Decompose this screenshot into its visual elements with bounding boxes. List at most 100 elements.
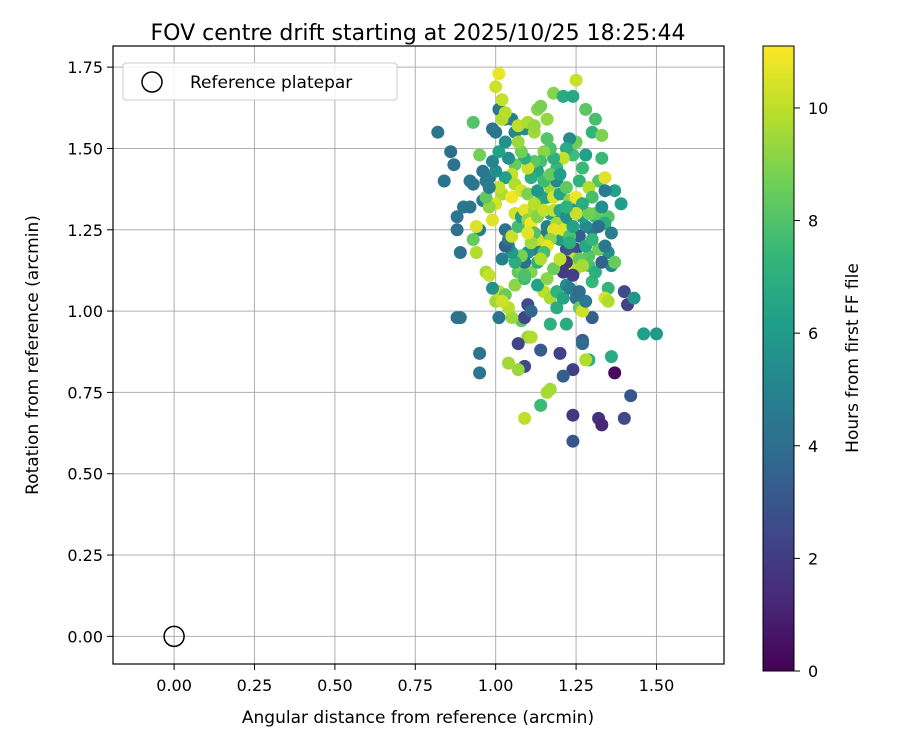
grid <box>113 46 724 664</box>
data-point <box>601 294 615 308</box>
data-point <box>598 184 612 198</box>
data-point <box>563 236 577 250</box>
data-point <box>540 272 554 286</box>
data-point <box>505 229 519 243</box>
data-point <box>508 278 522 292</box>
data-point <box>447 158 461 172</box>
data-point <box>547 262 561 276</box>
data-point <box>489 125 503 139</box>
data-point <box>585 233 599 246</box>
data-point <box>585 190 599 204</box>
data-point <box>556 369 570 383</box>
data-point <box>576 259 589 273</box>
data-point <box>563 132 577 146</box>
data-point <box>466 233 480 246</box>
data-point <box>450 210 464 224</box>
data-point <box>502 356 515 370</box>
x-tick-label: 1.00 <box>478 676 514 695</box>
data-point <box>559 200 573 214</box>
data-point <box>624 389 638 403</box>
data-point <box>495 93 509 107</box>
colorbar-label: Hours from first FF file <box>843 263 863 453</box>
data-point <box>595 151 609 165</box>
data-point <box>559 317 573 331</box>
data-point <box>556 89 570 103</box>
legend: Reference platepar <box>122 62 398 101</box>
y-tick-label: 0.00 <box>67 627 103 646</box>
data-point <box>576 197 589 211</box>
data-point <box>576 304 589 318</box>
data-point <box>450 223 464 237</box>
data-point <box>553 346 567 360</box>
y-axis: 0.00 0.25 0.50 0.75 1.00 1.25 1.50 1.75 <box>67 58 113 646</box>
data-point <box>604 226 618 240</box>
data-point <box>469 220 483 233</box>
data-point <box>572 229 586 243</box>
colorbar-gradient <box>762 45 795 672</box>
data-point <box>511 363 525 377</box>
colorbar-tick-label: 0 <box>808 662 818 681</box>
data-point <box>566 363 580 377</box>
data-point <box>569 207 583 220</box>
data-point <box>582 207 596 220</box>
data-point <box>556 291 570 305</box>
data-point <box>486 281 499 295</box>
data-point <box>537 145 551 159</box>
y-tick-label: 1.75 <box>67 58 103 77</box>
data-point <box>469 246 483 259</box>
data-point <box>498 171 512 185</box>
data-point <box>518 411 532 425</box>
y-tick-label: 0.50 <box>67 465 103 484</box>
data-point <box>534 252 548 266</box>
data-point <box>608 366 622 380</box>
data-point <box>492 311 506 325</box>
data-point <box>473 346 487 360</box>
y-tick-label: 0.25 <box>67 546 103 565</box>
data-point <box>444 145 458 159</box>
data-point <box>595 128 609 142</box>
data-point <box>637 327 651 341</box>
data-point <box>524 304 538 318</box>
colorbar-tick-label: 4 <box>808 437 818 456</box>
data-point <box>453 246 467 259</box>
data-point <box>585 311 599 325</box>
colorbar-tick-label: 6 <box>808 324 818 343</box>
data-point <box>511 135 525 149</box>
data-point <box>569 73 583 87</box>
colorbar: 0 2 4 6 8 10 Hours from first FF file <box>762 45 863 681</box>
data-point <box>553 168 567 181</box>
data-point <box>543 168 557 181</box>
legend-box <box>122 62 398 101</box>
data-point <box>559 181 573 194</box>
data-point <box>527 119 541 133</box>
reference-point-marker <box>163 625 185 648</box>
x-tick-label: 0.50 <box>317 676 353 695</box>
data-point <box>492 145 506 159</box>
data-point <box>617 411 631 425</box>
data-point <box>505 311 519 325</box>
data-point <box>579 294 593 308</box>
data-point <box>511 337 525 351</box>
y-tick-label: 1.00 <box>67 302 103 321</box>
data-point <box>579 353 593 367</box>
data-point <box>486 155 499 168</box>
colorbar-tick-label: 2 <box>808 549 818 568</box>
data-point <box>489 80 503 94</box>
data-point <box>592 220 606 233</box>
x-tick-label: 0.25 <box>237 676 273 695</box>
data-point <box>431 125 445 139</box>
x-tick-label: 1.25 <box>558 676 594 695</box>
data-point <box>482 181 496 194</box>
data-point <box>534 99 548 113</box>
data-point <box>576 337 589 351</box>
data-point <box>521 161 535 175</box>
data-point <box>595 255 609 269</box>
data-point <box>524 236 538 250</box>
x-axis-label: Angular distance from reference (arcmin) <box>242 708 594 728</box>
data-point <box>604 350 618 364</box>
data-point <box>550 301 564 315</box>
data-point <box>482 200 496 214</box>
data-point <box>595 418 609 432</box>
data-point <box>553 252 567 266</box>
